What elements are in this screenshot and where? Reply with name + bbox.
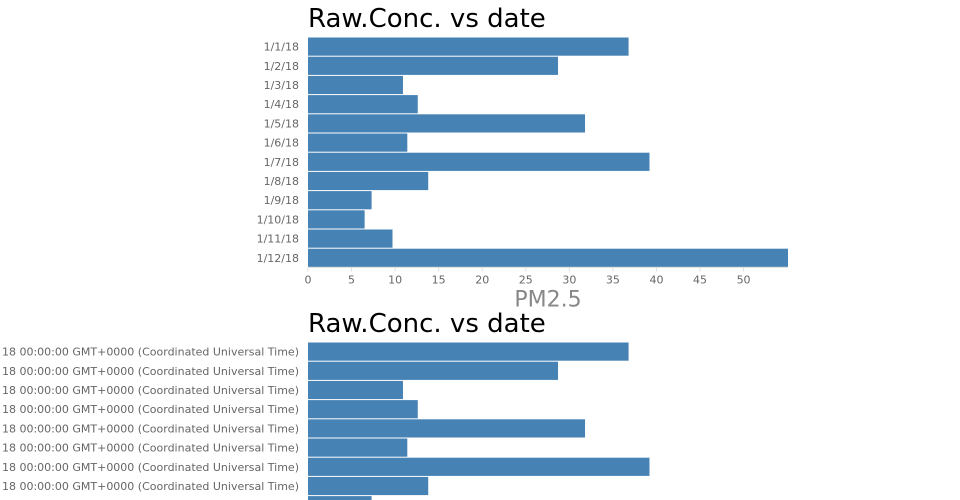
bar[interactable] xyxy=(308,95,418,114)
category-label: 18 00:00:00 GMT+0000 (Coordinated Univer… xyxy=(2,403,299,416)
bar[interactable] xyxy=(308,419,586,438)
bar[interactable] xyxy=(308,210,365,229)
category-label: 18 00:00:00 GMT+0000 (Coordinated Univer… xyxy=(2,442,299,455)
x-tick-label: 0 xyxy=(305,273,312,286)
bar[interactable] xyxy=(308,457,650,476)
bar[interactable] xyxy=(308,400,418,419)
category-label: 1/5/18 xyxy=(264,117,299,130)
bar[interactable] xyxy=(308,438,408,457)
bar[interactable] xyxy=(308,114,586,133)
x-tick-label: 30 xyxy=(562,273,576,286)
bar[interactable] xyxy=(308,229,393,248)
x-tick-label: 5 xyxy=(348,273,355,286)
bar[interactable] xyxy=(308,152,650,171)
x-tick-label: 40 xyxy=(649,273,663,286)
category-label: 18 00:00:00 GMT+0000 (Coordinated Univer… xyxy=(2,365,299,378)
category-label: 1/10/18 xyxy=(257,213,299,226)
category-label: 1/3/18 xyxy=(264,79,299,92)
chart-title: Raw.Conc. vs date xyxy=(308,309,546,339)
category-label: 18 00:00:00 GMT+0000 (Coordinated Univer… xyxy=(2,461,299,474)
category-label: 18 00:00:00 GMT+0000 (Coordinated Univer… xyxy=(2,384,299,397)
category-label: 1/12/18 xyxy=(257,252,299,265)
x-tick-label: 10 xyxy=(388,273,402,286)
bar[interactable] xyxy=(308,191,372,210)
bar[interactable] xyxy=(308,133,408,152)
x-tick-label: 20 xyxy=(475,273,489,286)
x-tick-label: 15 xyxy=(432,273,446,286)
bar[interactable] xyxy=(308,380,403,400)
category-label: 1/8/18 xyxy=(264,175,299,188)
x-tick-label: 25 xyxy=(519,273,533,286)
bar[interactable] xyxy=(308,496,372,500)
chart-top: Raw.Conc. vs date 1/1/18 1/2/18 1/3/18 1/4/1… xyxy=(257,4,788,312)
bar[interactable] xyxy=(308,171,429,191)
category-label: 1/11/18 xyxy=(257,233,299,246)
bar[interactable] xyxy=(308,342,629,361)
category-label: 18 00:00:00 GMT+0000 (Coordinated Univer… xyxy=(2,480,299,493)
category-label: 1/1/18 xyxy=(264,41,299,54)
x-tick-label: 35 xyxy=(606,273,620,286)
category-label: 1/4/18 xyxy=(264,98,299,111)
bar[interactable] xyxy=(308,361,559,380)
bar[interactable] xyxy=(308,248,788,267)
x-tick-label: 45 xyxy=(693,273,707,286)
bar[interactable] xyxy=(308,75,403,95)
category-label: 1/2/18 xyxy=(264,60,299,73)
chart-bottom: Raw.Conc. vs date 18 00:00:00 GMT+0000 (C… xyxy=(2,309,650,500)
bar[interactable] xyxy=(308,37,629,56)
chart-title: Raw.Conc. vs date xyxy=(308,4,546,34)
category-label: 1/6/18 xyxy=(264,137,299,150)
x-axis-title: PM2.5 xyxy=(514,287,581,312)
bar[interactable] xyxy=(308,476,429,496)
bar[interactable] xyxy=(308,56,559,75)
x-tick-label: 50 xyxy=(737,273,751,286)
category-label: 18 00:00:00 GMT+0000 (Coordinated Univer… xyxy=(2,346,299,359)
category-label: 1/9/18 xyxy=(264,194,299,207)
category-label: 1/7/18 xyxy=(264,156,299,169)
category-label: 18 00:00:00 GMT+0000 (Coordinated Univer… xyxy=(2,422,299,435)
